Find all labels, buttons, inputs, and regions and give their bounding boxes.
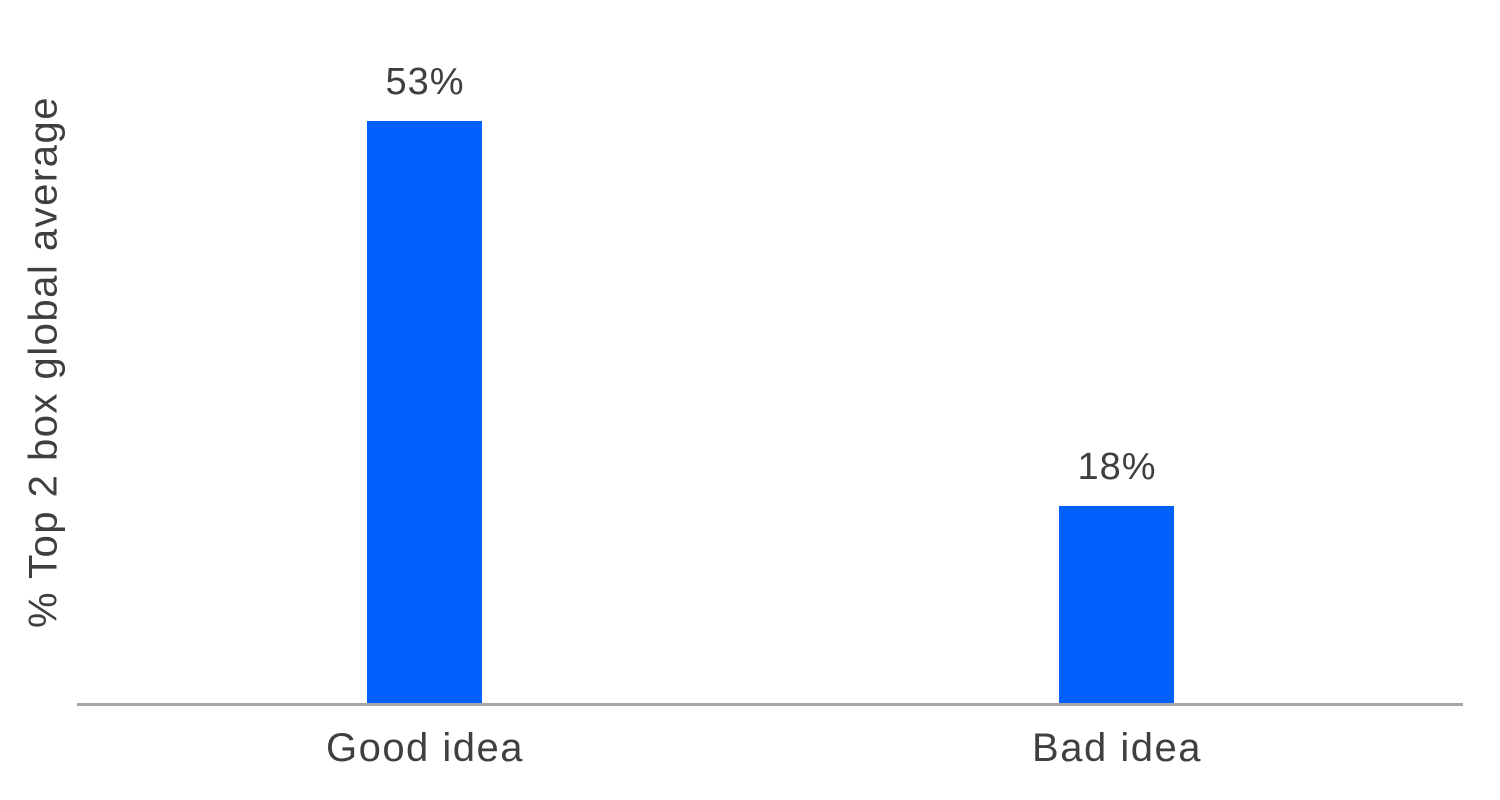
category-label-good-idea: Good idea (325, 726, 525, 770)
value-label-bad-idea: 18% (1077, 446, 1157, 488)
category-label-bad-idea: Bad idea (1032, 726, 1202, 770)
bar-good-idea (367, 121, 482, 704)
value-label-good-idea: 53% (385, 61, 465, 103)
bar-bad-idea (1059, 506, 1174, 704)
x-axis-line (77, 703, 1463, 706)
y-axis-label: % Top 2 box global average (21, 96, 66, 628)
